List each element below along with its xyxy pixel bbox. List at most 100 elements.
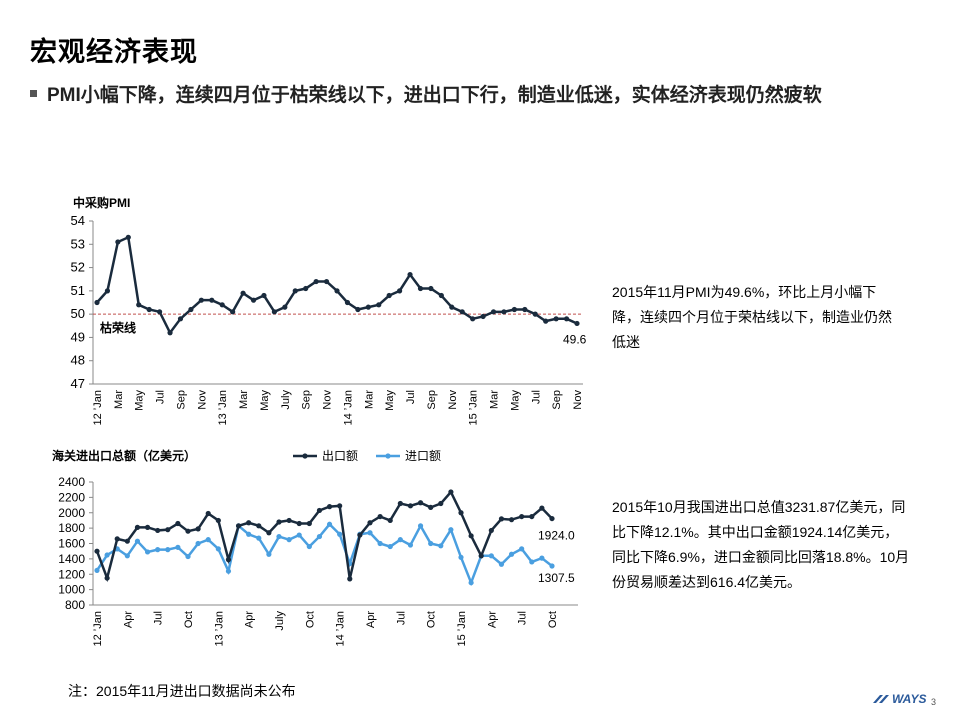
pmi-x-tick-label: May (259, 390, 271, 411)
import-data-point (498, 561, 505, 567)
pmi-data-point (355, 306, 361, 313)
trade-x-tick-label: Jul (153, 611, 165, 625)
import-data-point (134, 538, 141, 544)
export-series-line (95, 489, 553, 583)
pmi-x-tick-label: Jul (530, 390, 542, 404)
pmi-x-tick-label: Jul (155, 390, 167, 404)
pmi-data-point (553, 316, 559, 322)
import-data-point (508, 551, 515, 557)
export-data-point (519, 513, 525, 520)
pmi-x-tick-label: Sep (301, 390, 313, 410)
export-data-point (185, 528, 191, 534)
export-data-point (488, 527, 494, 534)
import-data-point (296, 532, 302, 538)
import-data-point (246, 531, 252, 537)
bullet-square-icon (30, 90, 37, 97)
trade-x-tick-label: Oct (304, 611, 316, 628)
export-data-point (458, 510, 464, 516)
pmi-data-point (574, 320, 580, 327)
pmi-data-point (219, 302, 225, 308)
pmi-data-point (94, 299, 100, 306)
pmi-data-point (323, 278, 330, 285)
import-data-point (185, 553, 191, 560)
import-data-point (306, 543, 312, 550)
export-data-point (225, 557, 232, 563)
import-data-point (316, 533, 323, 540)
slide-title: 宏观经济表现 (30, 37, 198, 67)
trade-y-tick-label: 1200 (58, 567, 85, 581)
export-data-point (286, 517, 292, 524)
pmi-data-point (250, 297, 257, 303)
import-data-point (104, 552, 110, 558)
export-data-point (357, 532, 363, 538)
export-data-point (124, 538, 130, 544)
pmi-y-tick-label: 52 (71, 260, 85, 275)
import-data-point (144, 549, 151, 555)
pmi-data-point (428, 285, 434, 292)
import-last-value-label: 1307.5 (538, 571, 575, 585)
import-data-point (155, 547, 161, 553)
export-data-point (478, 553, 484, 559)
import-data-point (397, 537, 403, 543)
pmi-x-tick-label: Mar (489, 390, 501, 409)
trade-x-tick-label: 12 ’Jan (92, 611, 104, 646)
pmi-y-tick-label: 54 (71, 213, 85, 228)
trade-x-tick-label: July (274, 611, 286, 631)
pmi-data-point (407, 271, 413, 278)
legend-import-marker (385, 453, 391, 459)
pmi-data-point (511, 306, 517, 313)
import-data-point (488, 553, 494, 559)
export-data-point (235, 523, 242, 529)
export-data-point (205, 510, 211, 517)
pmi-data-point (198, 297, 204, 303)
import-data-point (539, 555, 545, 561)
import-data-point (367, 530, 373, 536)
trade-y-tick-label: 2200 (58, 490, 85, 504)
trade-x-tick-label: 15 ’Jan (456, 611, 468, 646)
pmi-chart-title: 中采购PMI (73, 195, 130, 210)
import-data-point (266, 551, 272, 557)
pmi-x-tick-label: Sep (551, 390, 563, 410)
trade-description: 2015年10月我国进出口总值3231.87亿美元，同比下降12.1%。其中出口… (612, 499, 910, 590)
legend-import-label: 进口额 (405, 449, 441, 463)
export-data-point (94, 548, 100, 554)
pmi-data-point (209, 297, 215, 303)
pmi-x-tick-label: Nov (447, 390, 459, 410)
pmi-data-point (303, 285, 309, 292)
trade-x-tick-label: 14 ’Jan (335, 611, 347, 646)
pmi-data-point (344, 299, 351, 306)
pmi-data-point (501, 309, 507, 315)
export-data-point (256, 523, 262, 529)
pmi-x-tick-label: Nov (196, 390, 208, 410)
trade-x-tick-label: Jul (517, 611, 529, 625)
import-data-point (448, 527, 454, 533)
export-data-point (407, 503, 414, 509)
export-data-point (549, 515, 555, 522)
trade-x-tick-label: Apr (244, 611, 256, 628)
export-data-point (529, 513, 535, 520)
import-data-point (468, 580, 474, 586)
pmi-data-point (563, 316, 570, 322)
pmi-data-point (157, 309, 163, 315)
export-data-point (114, 536, 120, 542)
export-data-point (165, 527, 171, 533)
pmi-data-point (167, 330, 173, 336)
trade-x-tick-label: Jul (395, 611, 407, 625)
import-data-point (175, 544, 181, 550)
pmi-y-tick-label: 47 (71, 376, 85, 391)
footnote: 注：2015年11月进出口数据尚未公布 (68, 683, 296, 699)
pmi-description: 2015年11月PMI为49.6%，环比上月小幅下降，连续四个月位于荣枯线以下，… (612, 284, 892, 350)
trade-x-tick-label: Oct (426, 611, 438, 628)
export-data-point (367, 520, 373, 526)
trade-y-tick-label: 1800 (58, 521, 85, 535)
trade-y-tick-label: 2000 (58, 506, 85, 520)
import-series-line (95, 522, 553, 587)
logo-swoosh-icon (873, 695, 889, 703)
import-data-point (377, 540, 383, 547)
export-data-point (134, 524, 141, 530)
import-data-point (326, 521, 333, 527)
pmi-x-tick-label: Nov (572, 390, 584, 410)
import-data-point (205, 537, 211, 543)
import-data-point (438, 543, 444, 549)
export-data-point (498, 516, 505, 522)
